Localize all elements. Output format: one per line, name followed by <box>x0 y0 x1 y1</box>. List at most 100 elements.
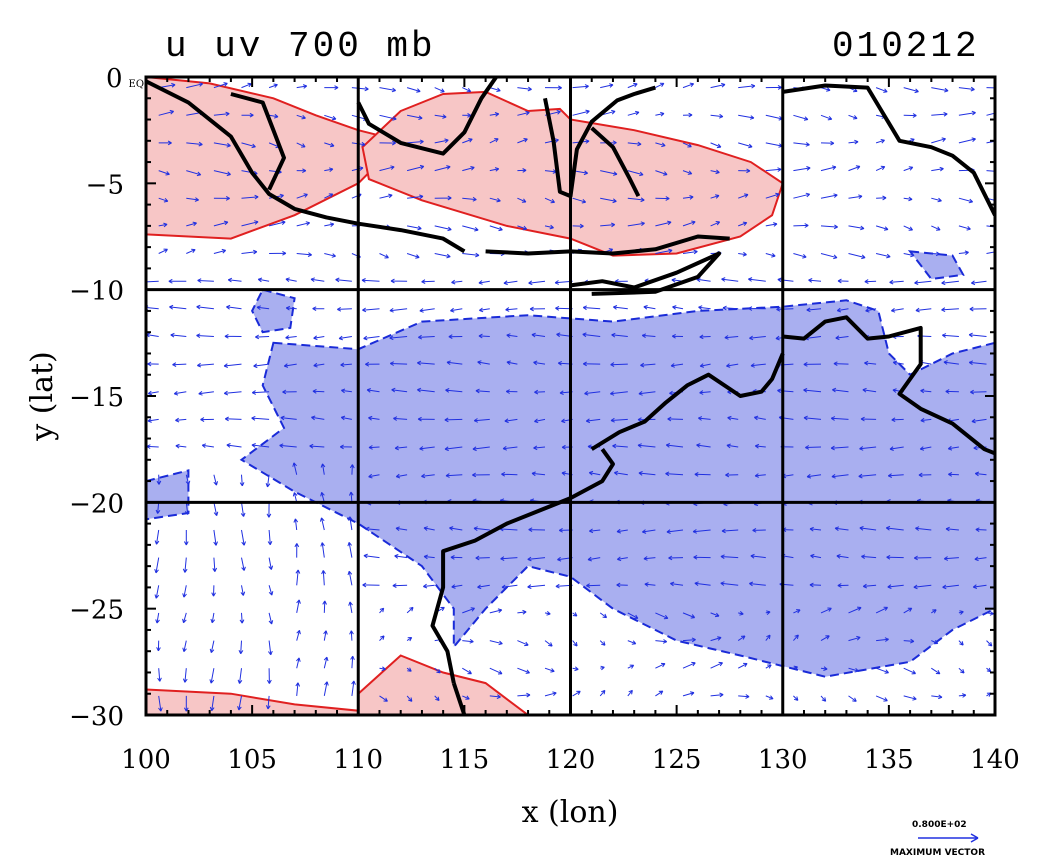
coastline <box>569 448 615 500</box>
wind-vector <box>451 279 463 285</box>
wind-vector <box>694 581 711 587</box>
wind-vector <box>200 417 214 422</box>
wind-vector <box>268 83 278 89</box>
wind-vector <box>158 197 169 203</box>
coastline <box>590 352 785 451</box>
wind-vector <box>407 114 423 120</box>
wind-vector <box>793 634 799 641</box>
wind-vector <box>283 363 297 368</box>
wind-vector <box>445 388 463 393</box>
wind-vector <box>920 388 932 394</box>
wind-vector <box>175 417 187 423</box>
wind-vector <box>223 390 242 396</box>
wind-vector <box>640 362 656 368</box>
wind-vector <box>392 583 408 588</box>
wind-vector <box>809 582 822 588</box>
wind-vector <box>406 606 414 614</box>
wind-vector <box>886 554 904 560</box>
wind-vector <box>406 637 413 642</box>
wind-vector <box>848 667 859 673</box>
wind-vector <box>655 690 664 697</box>
wind-vector <box>613 470 628 476</box>
wind-vector <box>682 661 696 669</box>
wind-vector <box>449 526 463 531</box>
coastline <box>430 496 572 684</box>
wind-vector <box>544 691 557 697</box>
wind-vector <box>406 253 420 259</box>
wind-vector <box>186 82 204 89</box>
wind-vector <box>237 695 242 711</box>
wind-vector <box>875 253 891 259</box>
wind-vector <box>462 638 474 644</box>
wind-vector <box>710 82 726 89</box>
wind-vector <box>462 87 472 93</box>
coastline <box>485 234 730 256</box>
wind-vector <box>665 471 684 477</box>
wind-vector <box>627 640 637 645</box>
wind-vector <box>544 667 555 673</box>
wind-vector <box>154 529 160 545</box>
wind-vector <box>173 391 187 396</box>
wind-vector <box>489 640 503 646</box>
wind-vector <box>462 166 475 172</box>
wind-vector <box>644 582 656 587</box>
wind-vector <box>155 502 161 514</box>
wind-vector <box>527 556 546 562</box>
wind-vector <box>765 142 783 148</box>
wind-vector <box>682 249 698 255</box>
wind-vector <box>312 388 325 394</box>
wind-vector <box>858 473 877 479</box>
wind-vector <box>434 114 447 119</box>
wind-vector <box>407 194 424 200</box>
wind-vector <box>406 667 412 672</box>
wind-vector <box>266 502 272 518</box>
wind-vector <box>830 416 849 421</box>
wind-vector <box>670 363 684 368</box>
wind-vector <box>820 193 838 199</box>
wind-vector <box>534 389 546 395</box>
wind-vector <box>682 142 692 148</box>
wind-vector <box>627 612 639 619</box>
wind-vector <box>172 362 187 367</box>
wind-vector <box>324 222 335 227</box>
wind-vector <box>765 664 772 669</box>
wind-vector <box>448 334 463 339</box>
wind-vector <box>213 82 228 89</box>
wind-vector <box>293 518 299 531</box>
wind-vector <box>931 87 949 93</box>
wind-vector <box>186 221 197 227</box>
wind-vector <box>572 84 589 89</box>
wind-vector <box>610 391 628 396</box>
wind-vector <box>156 474 162 485</box>
wind-vector <box>450 307 463 313</box>
wind-vector <box>241 220 259 227</box>
wind-vector <box>864 360 877 366</box>
x-tick-label: 105 <box>227 745 277 775</box>
wind-vector <box>434 165 451 172</box>
wind-vector <box>434 667 441 674</box>
wind-vector <box>903 225 914 231</box>
wind-vector <box>528 280 546 286</box>
wind-vector <box>776 306 794 312</box>
wind-vector <box>285 277 297 282</box>
wind-vector <box>489 608 503 614</box>
wind-vector <box>223 363 242 368</box>
wind-vector <box>351 680 356 696</box>
wind-vector <box>864 279 877 284</box>
coastline <box>590 126 641 197</box>
wind-vector <box>586 583 601 588</box>
wind-vector <box>655 612 669 620</box>
wind-vector <box>337 306 352 312</box>
wind-vector <box>808 278 822 283</box>
wind-vector <box>793 166 811 172</box>
contour-region-positive <box>357 654 530 715</box>
y-tick-label: −5 <box>86 170 124 200</box>
wind-vector <box>241 194 259 200</box>
wind-vector <box>765 167 782 172</box>
wind-vector <box>158 109 175 116</box>
wind-vector <box>473 526 490 532</box>
wind-vector <box>820 114 833 121</box>
wind-vector <box>296 221 311 227</box>
wind-vector <box>444 446 463 452</box>
wind-vector <box>213 502 219 517</box>
